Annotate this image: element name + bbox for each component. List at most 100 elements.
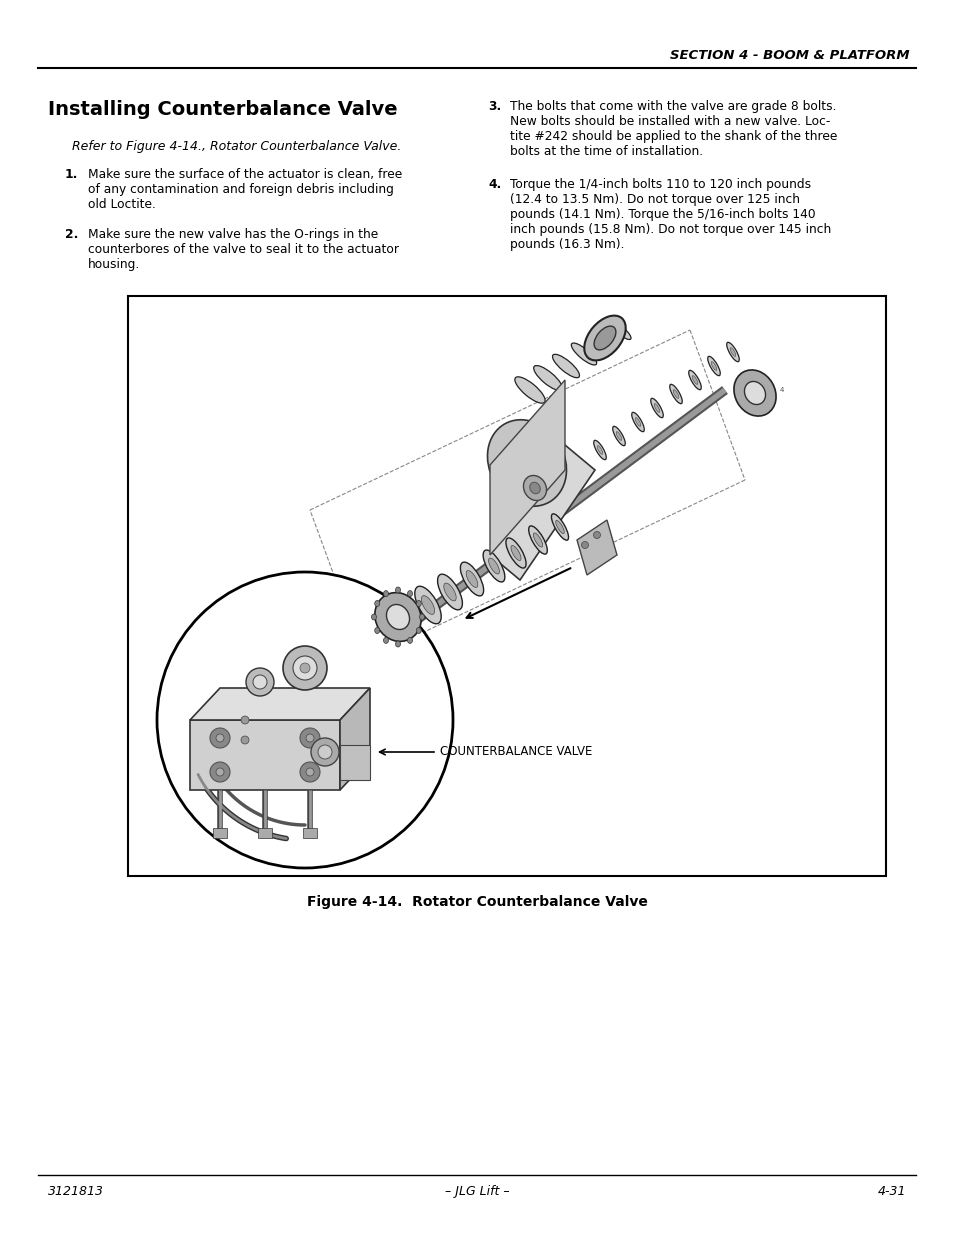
- Circle shape: [283, 646, 327, 690]
- Polygon shape: [490, 380, 564, 555]
- Ellipse shape: [533, 366, 561, 390]
- Ellipse shape: [505, 538, 525, 568]
- Circle shape: [210, 727, 230, 748]
- Ellipse shape: [650, 399, 662, 417]
- Text: 4.: 4.: [488, 178, 500, 191]
- Ellipse shape: [407, 590, 412, 597]
- Ellipse shape: [729, 347, 735, 357]
- Ellipse shape: [383, 637, 388, 643]
- Circle shape: [299, 762, 319, 782]
- Ellipse shape: [386, 604, 409, 630]
- Ellipse shape: [488, 558, 499, 574]
- Ellipse shape: [383, 590, 388, 597]
- Circle shape: [299, 663, 310, 673]
- Bar: [257, 827, 272, 839]
- Circle shape: [306, 734, 314, 742]
- Circle shape: [210, 762, 230, 782]
- Circle shape: [581, 541, 588, 548]
- Ellipse shape: [421, 595, 435, 614]
- Ellipse shape: [608, 321, 630, 340]
- Ellipse shape: [395, 587, 400, 593]
- Circle shape: [299, 727, 319, 748]
- Polygon shape: [490, 445, 595, 580]
- Ellipse shape: [371, 614, 376, 620]
- Text: 2.: 2.: [65, 228, 78, 241]
- Ellipse shape: [533, 534, 542, 547]
- Ellipse shape: [612, 426, 624, 446]
- Bar: [303, 827, 316, 839]
- Ellipse shape: [515, 377, 544, 403]
- Ellipse shape: [407, 637, 412, 643]
- Circle shape: [311, 739, 338, 766]
- Ellipse shape: [654, 404, 659, 412]
- Ellipse shape: [631, 412, 643, 432]
- Ellipse shape: [597, 446, 602, 454]
- Text: 4-31: 4-31: [877, 1186, 905, 1198]
- Ellipse shape: [395, 641, 400, 647]
- Text: 3121813: 3121813: [48, 1186, 104, 1198]
- Ellipse shape: [528, 526, 547, 555]
- Ellipse shape: [419, 614, 424, 620]
- Ellipse shape: [375, 600, 379, 606]
- Circle shape: [215, 734, 224, 742]
- Bar: [128, 296, 885, 876]
- Ellipse shape: [688, 370, 700, 390]
- Bar: [213, 827, 227, 839]
- Ellipse shape: [437, 574, 462, 610]
- Text: Make sure the surface of the actuator is clean, free
of any contamination and fo: Make sure the surface of the actuator is…: [88, 168, 402, 211]
- Ellipse shape: [416, 627, 421, 634]
- Ellipse shape: [590, 332, 613, 352]
- Ellipse shape: [460, 562, 483, 597]
- Ellipse shape: [669, 384, 681, 404]
- Ellipse shape: [707, 357, 720, 375]
- Ellipse shape: [571, 343, 596, 366]
- Circle shape: [241, 716, 249, 724]
- Ellipse shape: [593, 441, 606, 459]
- Ellipse shape: [415, 587, 440, 624]
- Ellipse shape: [529, 482, 539, 494]
- Ellipse shape: [673, 389, 679, 399]
- Polygon shape: [339, 688, 370, 790]
- Ellipse shape: [482, 550, 504, 582]
- Circle shape: [293, 656, 316, 680]
- Circle shape: [253, 676, 267, 689]
- Ellipse shape: [466, 571, 477, 588]
- Ellipse shape: [733, 370, 775, 416]
- Text: Make sure the new valve has the O-rings in the
counterbores of the valve to seal: Make sure the new valve has the O-rings …: [88, 228, 398, 270]
- Ellipse shape: [692, 375, 697, 384]
- Circle shape: [317, 745, 332, 760]
- Polygon shape: [190, 688, 370, 720]
- Ellipse shape: [551, 514, 568, 540]
- Ellipse shape: [375, 593, 420, 641]
- Ellipse shape: [511, 546, 520, 561]
- Polygon shape: [190, 720, 339, 790]
- Ellipse shape: [556, 520, 563, 534]
- Text: Installing Counterbalance Valve: Installing Counterbalance Valve: [48, 100, 397, 119]
- Circle shape: [157, 572, 453, 868]
- Text: 3.: 3.: [488, 100, 500, 112]
- Text: SECTION 4 - BOOM & PLATFORM: SECTION 4 - BOOM & PLATFORM: [670, 49, 909, 62]
- Ellipse shape: [635, 417, 640, 426]
- Polygon shape: [339, 745, 370, 781]
- Text: Figure 4-14.  Rotator Counterbalance Valve: Figure 4-14. Rotator Counterbalance Valv…: [306, 895, 647, 909]
- Circle shape: [246, 668, 274, 697]
- Ellipse shape: [416, 600, 421, 606]
- Ellipse shape: [743, 382, 764, 405]
- Text: Refer to Figure 4-14., Rotator Counterbalance Valve.: Refer to Figure 4-14., Rotator Counterba…: [71, 140, 401, 153]
- Circle shape: [593, 531, 599, 538]
- Text: 1.: 1.: [65, 168, 78, 182]
- Circle shape: [215, 768, 224, 776]
- Circle shape: [241, 736, 249, 743]
- Ellipse shape: [594, 326, 616, 350]
- Text: 4: 4: [780, 387, 783, 393]
- Ellipse shape: [552, 354, 578, 378]
- Ellipse shape: [583, 316, 625, 361]
- Ellipse shape: [487, 420, 566, 506]
- Text: – JLG Lift –: – JLG Lift –: [444, 1186, 509, 1198]
- Circle shape: [306, 768, 314, 776]
- Ellipse shape: [616, 432, 621, 441]
- Ellipse shape: [710, 362, 716, 370]
- Ellipse shape: [726, 342, 739, 362]
- Text: The bolts that come with the valve are grade 8 bolts.
New bolts should be instal: The bolts that come with the valve are g…: [510, 100, 837, 158]
- Polygon shape: [577, 520, 617, 576]
